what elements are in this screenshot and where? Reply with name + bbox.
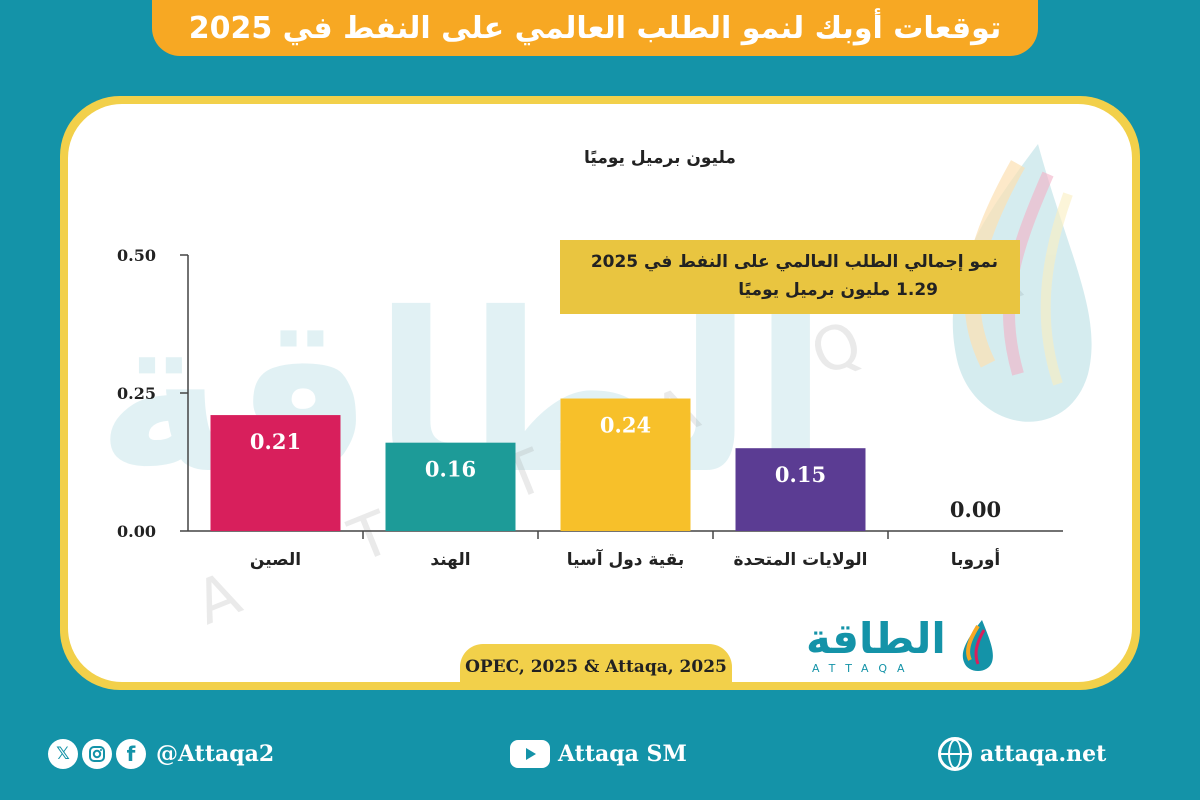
x-tick-label: بقية دول آسيا: [567, 548, 685, 570]
data-label: 0.16: [425, 457, 476, 482]
footer: 𝕏 f @Attaqa2 Attaqa SM attaqa.net: [0, 728, 1200, 780]
y-axis-unit-label: مليون برميل يوميًا: [584, 148, 736, 168]
bar: [735, 448, 866, 531]
youtube-link[interactable]: Attaqa SM: [510, 728, 687, 780]
data-label: 0.24: [600, 413, 651, 438]
callout-line-2: 1.29 مليون برميل يوميًا: [738, 280, 938, 300]
bar-chart: 0.50 0.25 0.00 0.21 الصين 0.16 الهند 0.24 بقية د…: [117, 246, 1063, 570]
total-growth-callout: نمو إجمالي الطلب العالمي على النفط في 20…: [560, 240, 1020, 314]
x-icon[interactable]: 𝕏: [48, 739, 78, 769]
instagram-icon[interactable]: [82, 739, 112, 769]
title-bar: توقعات أوبك لنمو الطلب العالمي على النفط…: [152, 0, 1038, 56]
x-tick-label: أوروبا: [951, 548, 1001, 570]
website-url[interactable]: attaqa.net: [980, 741, 1107, 767]
page-title: توقعات أوبك لنمو الطلب العالمي على النفط…: [188, 10, 1002, 46]
data-label: 0.21: [250, 429, 301, 454]
logo-arabic: الطاقة: [806, 614, 946, 663]
website-link[interactable]: attaqa.net: [938, 728, 1106, 780]
chart-card: الطاقة ATTAQA مليون برميل يوميًا 0.50 0.2…: [68, 104, 1132, 682]
x-tick-label: الصين: [250, 550, 301, 570]
data-label: 0.15: [775, 462, 826, 487]
y-tick-label: 0.25: [117, 384, 156, 403]
x-tick-label: الولايات المتحدة: [734, 550, 868, 570]
x-tick-label: الهند: [430, 550, 470, 570]
data-label: 0.00: [950, 497, 1001, 522]
logo-drop-icon: [962, 620, 993, 671]
bar: [385, 442, 516, 531]
social-handle[interactable]: @Attaqa2: [156, 741, 275, 767]
source-label: OPEC, 2025 & Attaqa, 2025: [460, 644, 732, 682]
social-links: 𝕏 f @Attaqa2: [48, 728, 274, 780]
y-tick-label: 0.50: [117, 246, 156, 265]
logo-latin: ATTAQA: [812, 662, 915, 675]
y-tick-label: 0.00: [117, 522, 156, 541]
youtube-icon[interactable]: [510, 740, 550, 768]
globe-icon: [938, 737, 972, 771]
youtube-handle[interactable]: Attaqa SM: [558, 741, 687, 767]
callout-line-1: نمو إجمالي الطلب العالمي على النفط في 20…: [590, 252, 998, 272]
facebook-icon[interactable]: f: [116, 739, 146, 769]
bar: [560, 398, 691, 531]
attaqa-logo: الطاقة ATTAQA: [806, 618, 1006, 680]
bar: [210, 415, 341, 531]
